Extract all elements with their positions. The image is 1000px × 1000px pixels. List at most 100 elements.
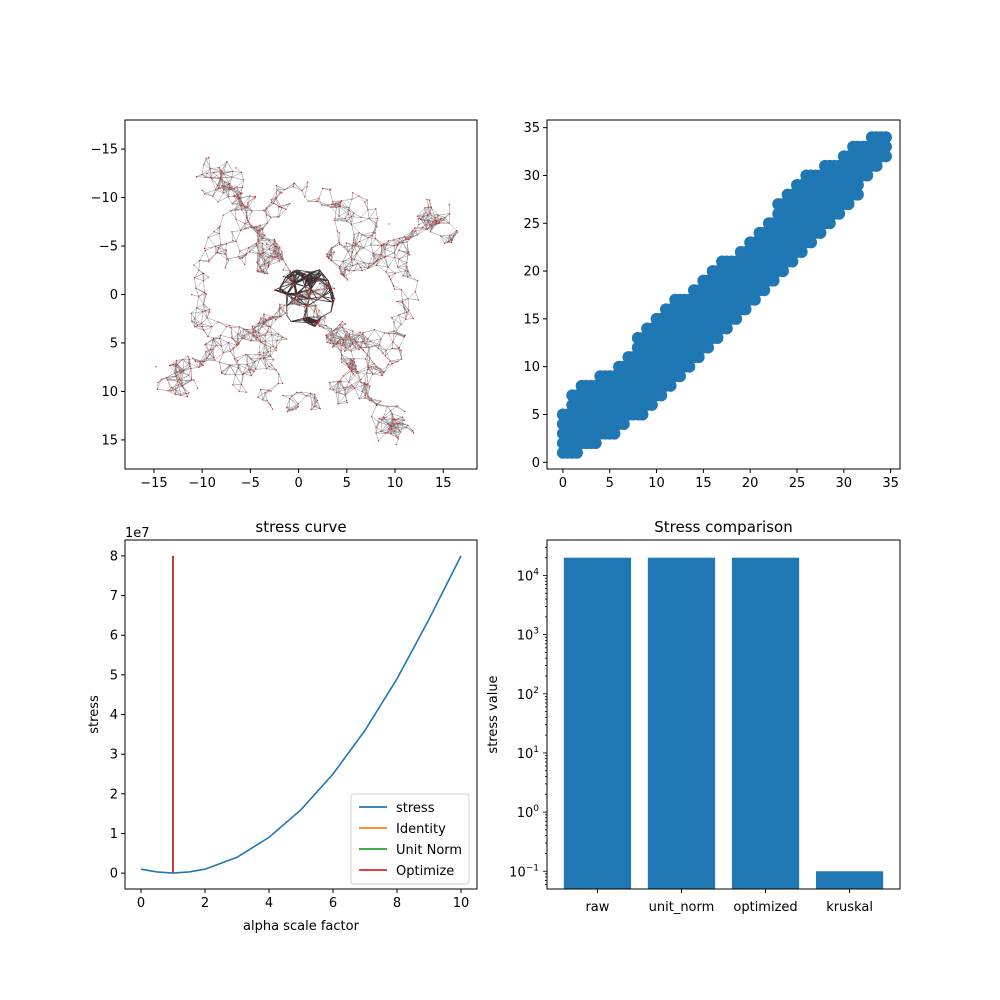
network-edge (335, 321, 343, 330)
network-edge (301, 392, 307, 397)
network-node (318, 269, 321, 271)
network-edge (341, 326, 347, 337)
network-edge (165, 377, 173, 388)
network-node (257, 331, 260, 333)
network-edge (288, 398, 290, 410)
network-node (181, 385, 184, 387)
network-node (316, 298, 319, 301)
network-node (264, 334, 267, 336)
network-node (203, 193, 206, 195)
network-node (175, 359, 178, 362)
network-edge (351, 213, 355, 225)
network-node (266, 399, 268, 402)
network-node (225, 249, 227, 251)
network-edge (243, 373, 252, 376)
network-node (236, 360, 239, 362)
network-edge (408, 231, 416, 240)
network-edge (253, 328, 259, 333)
scatter-point (833, 207, 846, 220)
network-edge (245, 251, 250, 256)
network-node (215, 344, 218, 347)
network-edge (208, 252, 217, 263)
network-edge (214, 352, 224, 361)
network-edge (395, 270, 406, 274)
network-node (367, 366, 370, 369)
network-edge (344, 218, 352, 225)
network-node (417, 218, 420, 220)
network-node (372, 253, 374, 255)
network-edge (397, 262, 407, 268)
network-edge (258, 256, 261, 268)
network-edge (375, 422, 380, 434)
network-node (437, 223, 439, 225)
network-edge (196, 304, 204, 309)
network-node (221, 372, 223, 374)
network-edge (420, 219, 432, 226)
network-edge (257, 232, 265, 236)
core-edge (322, 296, 333, 303)
core-edge (327, 280, 330, 288)
network-edge (406, 266, 408, 278)
network-edge (202, 190, 213, 197)
network-node (289, 397, 291, 400)
network-node (228, 324, 231, 327)
network-edge (169, 360, 177, 366)
network-node (392, 341, 394, 343)
network-edge (385, 348, 393, 351)
network-node (378, 417, 380, 420)
network-node (375, 426, 377, 429)
network-node (292, 270, 295, 272)
network-edge (191, 294, 199, 297)
network-node (341, 326, 343, 328)
network-edge (283, 269, 291, 272)
network-edge (286, 407, 288, 412)
network-node (290, 283, 292, 286)
network-edge (193, 260, 200, 266)
y-tick-label: 15 (523, 312, 540, 327)
network-node (262, 228, 264, 230)
network-edge (384, 417, 391, 426)
network-edge (198, 296, 204, 305)
network-node (346, 279, 349, 281)
network-node (310, 291, 312, 294)
network-edge (223, 192, 229, 197)
network-node (263, 234, 266, 236)
scatter-point (823, 217, 836, 230)
network-edge (268, 350, 277, 353)
network-node (155, 366, 157, 368)
network-edge (362, 332, 365, 339)
network-edge (344, 387, 355, 390)
network-node (333, 251, 335, 253)
network-edge (346, 331, 350, 337)
network-edge (405, 312, 408, 320)
network-node (270, 390, 272, 392)
network-edge (398, 312, 407, 316)
y-tick-label: 0 (532, 456, 540, 471)
network-edge (315, 405, 321, 409)
network-edge (201, 323, 213, 327)
network-edge (337, 392, 340, 404)
network-edge (248, 326, 256, 333)
network-node (216, 184, 219, 187)
network-node (381, 254, 383, 256)
network-node (330, 248, 332, 250)
network-edge (390, 279, 394, 286)
network-node (296, 292, 298, 294)
network-node (278, 216, 280, 218)
network-edge (212, 345, 217, 350)
network-edge (427, 215, 433, 226)
network-node (234, 194, 236, 197)
network-edge (314, 306, 318, 316)
network-edge (385, 425, 391, 434)
network-edge (326, 248, 332, 257)
network-node (267, 351, 269, 353)
network-edge (259, 263, 265, 268)
network-node (238, 364, 240, 366)
network-edge (368, 253, 374, 265)
network-edge (350, 257, 358, 264)
network-node (313, 310, 315, 313)
network-node (292, 282, 295, 284)
network-edge (264, 340, 274, 347)
network-node (205, 350, 207, 353)
network-edge (269, 240, 275, 252)
